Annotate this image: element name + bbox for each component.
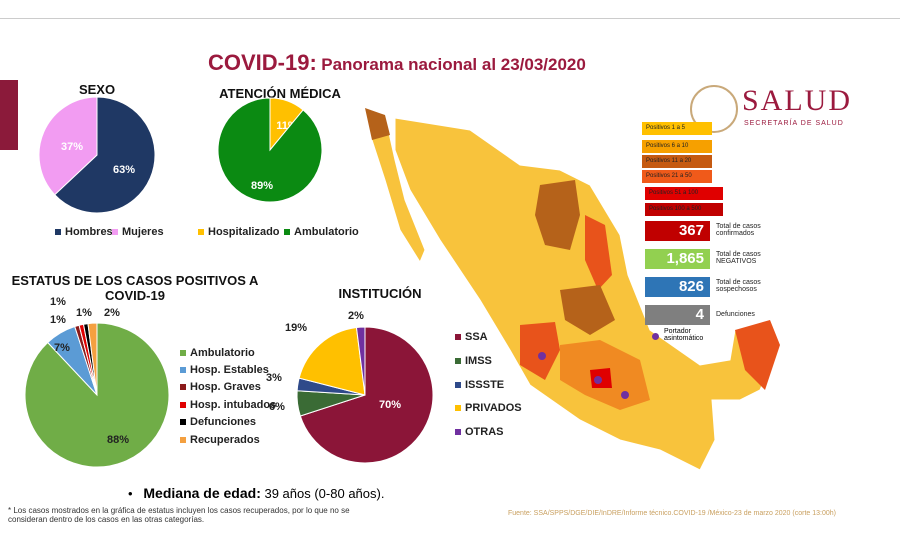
subtitle: Panorama nacional al 23/03/2020 — [321, 55, 586, 74]
legend-swatch — [455, 358, 461, 364]
value-label: 1% — [76, 307, 92, 319]
value-label: 88% — [107, 434, 129, 446]
legend-swatch — [180, 437, 186, 443]
stat-value: 826 — [645, 277, 710, 297]
value-label: 89% — [251, 180, 273, 192]
pie-slice — [87, 322, 98, 396]
legend-label: Hosp. Graves — [190, 381, 261, 393]
legend-label: IMSS — [465, 355, 492, 367]
map-legend-item: Positivos 11 a 20 — [642, 155, 712, 168]
stat-value: 4 — [645, 305, 710, 325]
chart-title: ESTATUS DE LOS CASOS POSITIVOS A COVID-1… — [11, 273, 259, 303]
legend-swatch — [180, 384, 186, 390]
chart-title: SEXO — [78, 82, 116, 97]
legend-swatch — [180, 419, 186, 425]
map-region — [535, 180, 580, 250]
logo-emblem — [690, 85, 738, 133]
map-legend-item: Positivos 1 a 5 — [642, 122, 712, 135]
top-rule — [0, 18, 900, 19]
legend-swatch — [455, 334, 461, 340]
legend-swatch — [455, 429, 461, 435]
legend-swatch — [455, 405, 461, 411]
map-region — [735, 320, 780, 390]
legend-swatch — [180, 367, 186, 373]
legend-swatch — [198, 229, 204, 235]
value-label: 63% — [113, 164, 135, 176]
logo-sub: SECRETARÍA DE SALUD — [744, 120, 844, 127]
legend-swatch — [180, 402, 186, 408]
value-label: 2% — [348, 310, 364, 322]
legend-label: Recuperados — [190, 434, 260, 446]
value-label: 37% — [61, 141, 83, 153]
map-region — [520, 322, 560, 380]
legend-label: Hosp. Estables — [190, 364, 269, 376]
map-region — [560, 285, 615, 335]
legend-label: ISSSTE — [465, 379, 504, 391]
value-label: 2% — [104, 307, 120, 319]
legend-swatch — [180, 350, 186, 356]
stat-label: Defunciones — [716, 311, 755, 318]
carrier-dot — [652, 333, 659, 340]
median-value: 39 años (0-80 años). — [264, 486, 385, 501]
title: COVID-19: — [208, 50, 317, 75]
map-legend-item: Positivos 51 a 100 — [645, 187, 723, 200]
footnote: * Los casos mostrados en la gráfica de e… — [8, 506, 350, 524]
value-label: 1% — [50, 314, 66, 326]
map-region — [585, 215, 612, 290]
legend-label: Ambulatorio — [190, 347, 255, 359]
legend-label: Hombres — [65, 226, 113, 238]
source: Fuente: SSA/SPPS/DGE/DIE/InDRE/Informe t… — [508, 510, 836, 517]
median-label: Mediana de edad: — [143, 485, 261, 501]
stat-value: 1,865 — [645, 249, 710, 269]
map-dot — [538, 352, 546, 360]
value-label: 3% — [266, 372, 282, 384]
header: COVID-19: Panorama nacional al 23/03/202… — [208, 50, 586, 76]
pie-slice — [38, 96, 98, 196]
legend-label: SSA — [465, 331, 488, 343]
legend-swatch — [55, 229, 61, 235]
side-bar — [0, 80, 18, 150]
pie-slice — [355, 326, 366, 396]
map-dot — [621, 391, 629, 399]
legend-swatch — [455, 382, 461, 388]
map — [364, 107, 781, 471]
carrier-label: Portador asintomático — [664, 328, 704, 342]
legend-label: Hospitalizado — [208, 226, 280, 238]
pie-slice — [217, 97, 323, 203]
map-region — [365, 108, 390, 140]
value-label: 1% — [50, 296, 66, 308]
value-label: 6% — [269, 401, 285, 413]
chart-title: ATENCIÓN MÉDICA — [219, 86, 341, 101]
legend-swatch — [112, 229, 118, 235]
logo-name: SALUD — [742, 84, 853, 117]
value-label: 7% — [54, 342, 70, 354]
value-label: 19% — [285, 322, 307, 334]
legend-label: Defunciones — [190, 416, 256, 428]
pie-slice — [298, 326, 366, 396]
stat-label: Total de casos confirmados — [716, 223, 761, 237]
stat-label: Total de casos NEGATIVOS — [716, 251, 761, 265]
legend-swatch — [284, 229, 290, 235]
map-legend-item: Positivos 6 a 10 — [642, 140, 712, 153]
median: • Mediana de edad: 39 años (0-80 años). — [128, 485, 385, 501]
legend-label: Mujeres — [122, 226, 164, 238]
chart-title: INSTITUCIÓN — [338, 286, 422, 301]
legend-label: Hosp. intubados — [190, 399, 276, 411]
value-label: 70% — [379, 399, 401, 411]
stat-label: Total de casos sospechosos — [716, 279, 761, 293]
map-legend-item: Positivos 21 a 50 — [642, 170, 712, 183]
legend-label: PRIVADOS — [465, 402, 522, 414]
legend-label: Ambulatorio — [294, 226, 359, 238]
pie-slice — [299, 326, 434, 464]
stat-value: 367 — [645, 221, 710, 241]
legend-label: OTRAS — [465, 426, 504, 438]
map-dot — [594, 376, 602, 384]
map-legend-item: Positivos 100 a 500 — [645, 203, 723, 216]
map-region — [364, 107, 426, 264]
pie-slice — [54, 96, 156, 214]
